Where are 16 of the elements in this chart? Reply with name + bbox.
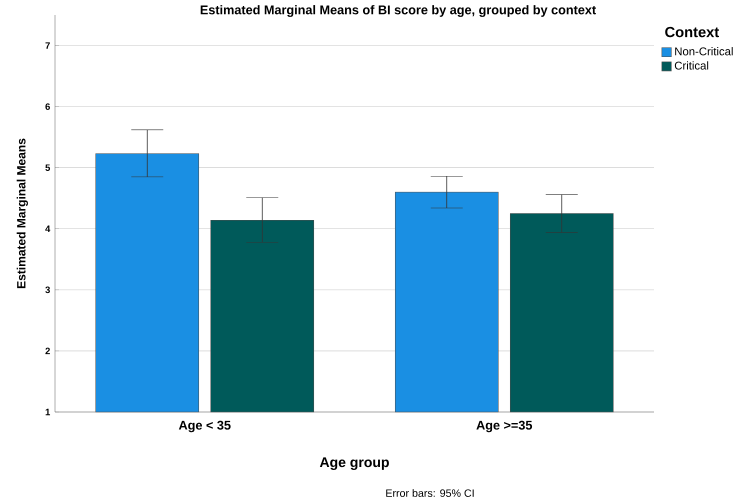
y-axis-title: Estimated Marginal Means (16, 138, 28, 288)
chart-title: Estimated Marginal Means of BI score by age, grouped by context (200, 5, 596, 17)
y-tick-label: 3 (45, 286, 50, 294)
legend-label: Non-Critical (675, 47, 733, 56)
legend-label: Critical (674, 61, 708, 70)
y-tick-label: 4 (45, 226, 50, 232)
y-tick-label: 6 (45, 103, 50, 110)
x-axis-title: Age group (320, 457, 389, 470)
legend-title: Context (665, 26, 720, 38)
x-tick-label: Age < 35 (178, 420, 231, 432)
y-tick-label: 1 (46, 408, 50, 416)
text: Error bars: 95% CI (386, 489, 474, 497)
y-tick-label: 7 (46, 42, 50, 49)
y-tick-label: 2 (45, 348, 50, 354)
x-tick-label: Age >=35 (476, 420, 532, 432)
y-tick-label: 5 (45, 164, 50, 171)
